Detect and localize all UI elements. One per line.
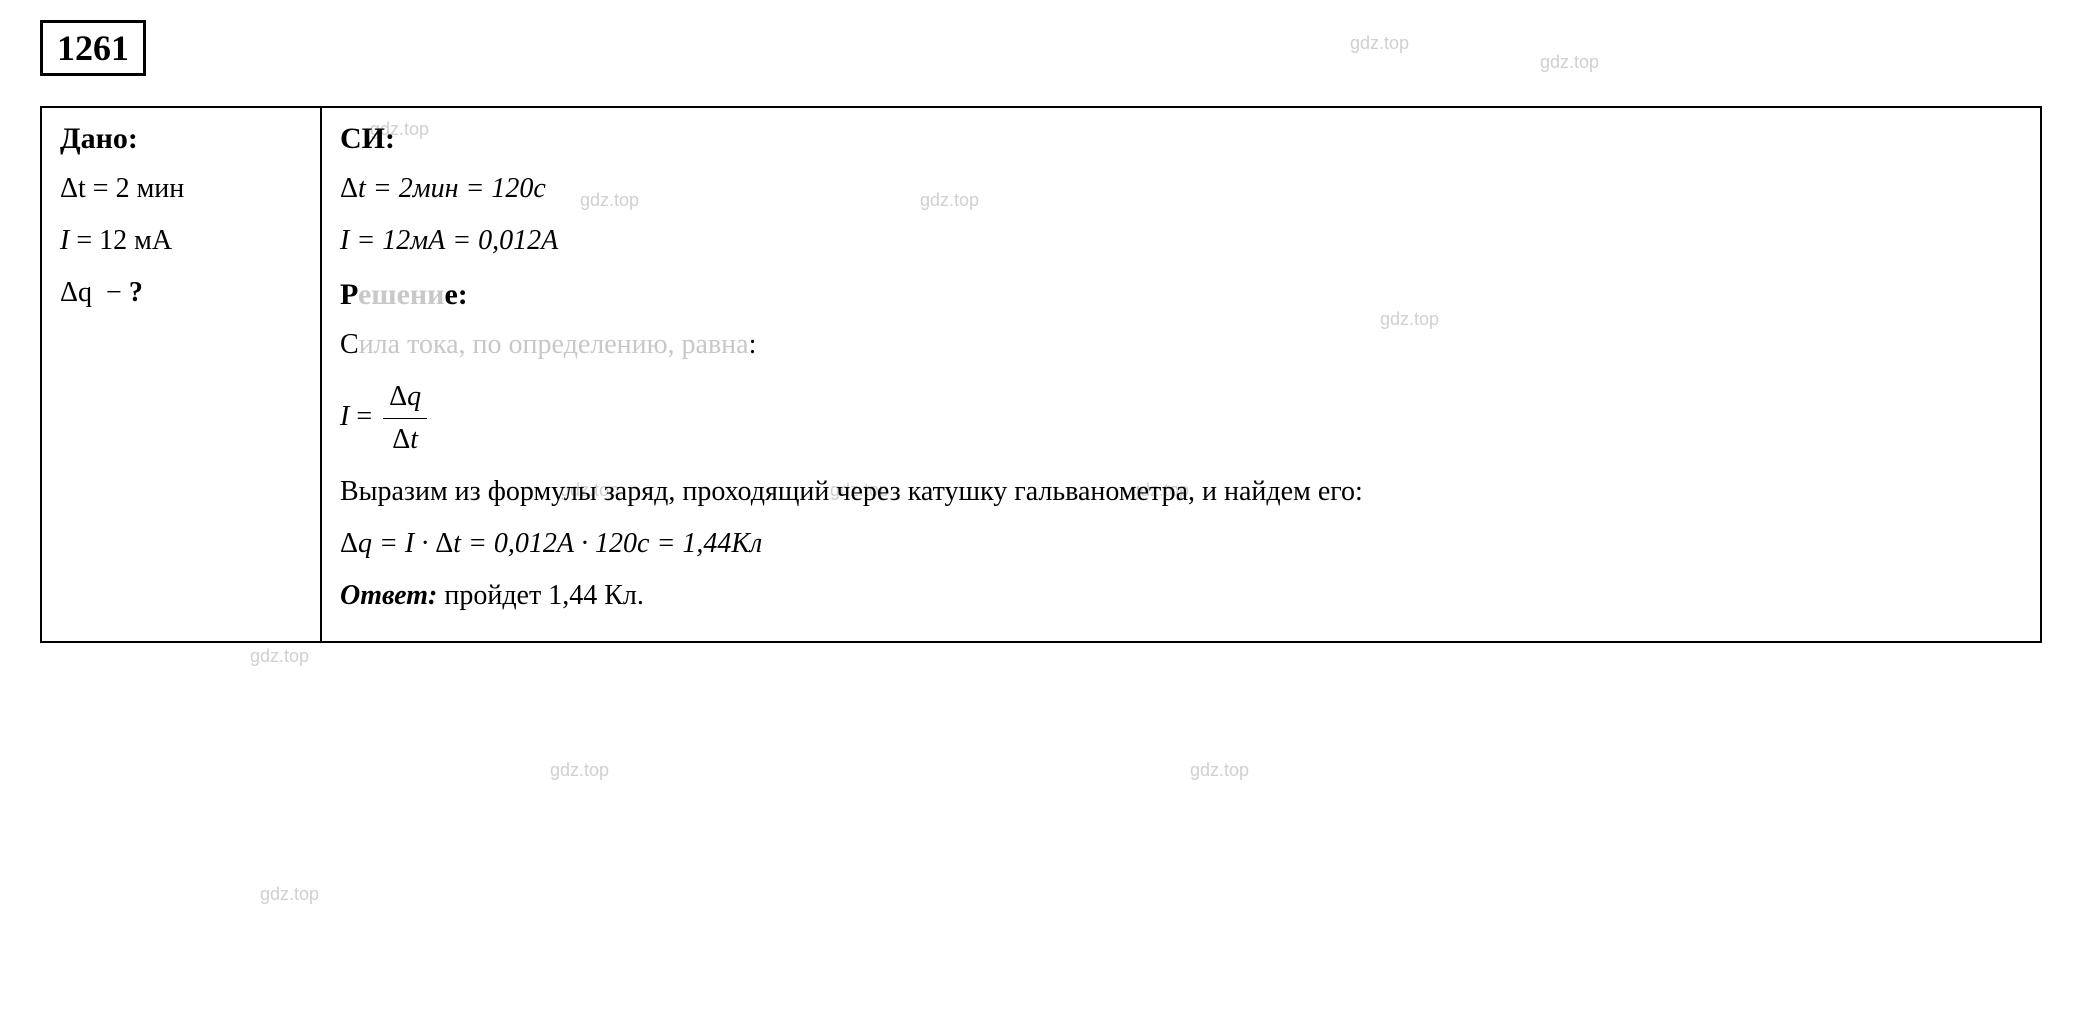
solution-text1: Сила тока, по определению, равна: — [340, 324, 2022, 366]
solution-heading: Решение: — [340, 278, 2022, 312]
solution-text1-faded: ила тока, по определению, равна — [359, 329, 749, 360]
formula-den: Δt — [383, 419, 427, 461]
watermark: gdz.top — [260, 884, 319, 905]
given-heading: Дано: — [60, 122, 302, 156]
formula-num: Δq — [383, 376, 427, 419]
si-I: I = 12мА = 0,012А — [340, 220, 2022, 262]
given-dq-label: Δq — [60, 277, 92, 308]
solution-heading-faded: ешени — [358, 278, 445, 311]
solution-text1-suffix: : — [749, 329, 757, 360]
watermark: gdz.top — [1190, 760, 1249, 781]
solution-heading-prefix: Р — [340, 278, 358, 311]
watermark: gdz.top — [1350, 33, 1409, 54]
answer-label: Ответ: — [340, 580, 437, 611]
solution-answer: Ответ: пройдет 1,44 Кл. — [340, 575, 2022, 617]
solution-text2: Выразим из формулы заряд, проходящий чер… — [340, 471, 2022, 513]
given-dq: Δq − ? — [60, 272, 302, 314]
solution-cell: СИ: Δt = 2мин = 120с I = 12мА = 0,012А Р… — [321, 107, 2041, 642]
given-dt-value: = 2 мин — [93, 173, 184, 204]
watermark: gdz.top — [250, 646, 309, 667]
solution-text1-prefix: С — [340, 329, 359, 360]
given-I-label: I — [60, 225, 69, 256]
solution-heading-suffix: е: — [444, 278, 467, 311]
answer-text: пройдет 1,44 Кл. — [437, 580, 644, 611]
solution-formula: I = Δq Δt — [340, 376, 2022, 461]
solution-calc: Δq = I · Δt = 0,012А · 120с = 1,44Кл — [340, 523, 2022, 565]
solution-table: Дано: Δt = 2 мин I = 12 мА Δq − ? СИ: Δt… — [40, 106, 2042, 643]
given-dt-label: Δt — [60, 173, 86, 204]
formula-fraction: Δq Δt — [383, 376, 427, 461]
si-heading: СИ: — [340, 122, 2022, 156]
problem-number: 1261 — [40, 20, 146, 76]
given-cell: Дано: Δt = 2 мин I = 12 мА Δq − ? — [41, 107, 321, 642]
si-dt: Δt = 2мин = 120с — [340, 168, 2022, 210]
given-dt: Δt = 2 мин — [60, 168, 302, 210]
formula-lhs: I — [340, 401, 349, 432]
given-I-value: = 12 мА — [76, 225, 172, 256]
given-dq-question: − ? — [99, 277, 143, 308]
watermark: gdz.top — [1540, 52, 1599, 73]
watermark: gdz.top — [550, 760, 609, 781]
given-I: I = 12 мА — [60, 220, 302, 262]
